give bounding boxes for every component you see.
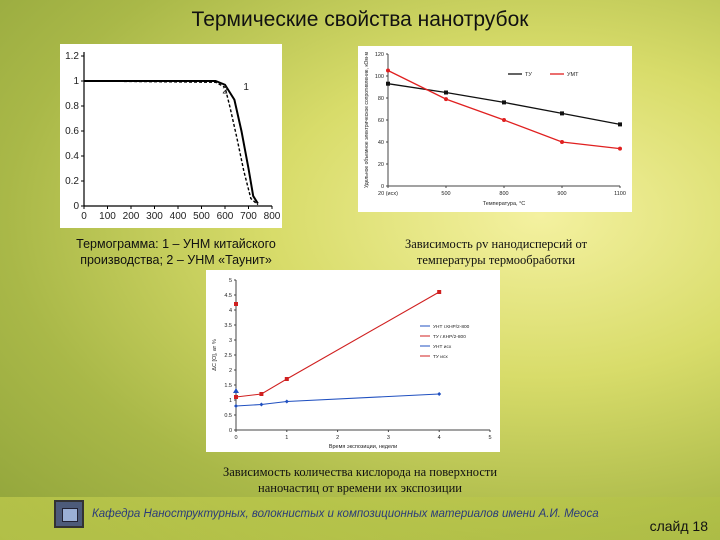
y-tick-label: 4 [229, 308, 232, 314]
y-tick-label: 1 [73, 76, 79, 87]
data-point [444, 97, 448, 102]
x-tick-label: 800 [264, 211, 281, 222]
data-point [386, 68, 390, 73]
data-point [502, 118, 506, 122]
x-tick-label: 1100 [614, 191, 626, 197]
data-point [437, 290, 442, 294]
x-tick-label: 4 [438, 435, 441, 441]
department-logo [54, 500, 84, 528]
thermogram-caption: Термограмма: 1 – УНМ китайского производ… [76, 237, 276, 267]
curve-label-2: 2 [222, 86, 228, 97]
data-point [618, 122, 622, 127]
resistivity-chart: 0 20 40 60 80 100 120 20 (исх) 500 800 900 1100 Темп… [364, 51, 626, 207]
x-tick-label: 1 [285, 435, 288, 441]
legend-label: УНТ исх [433, 344, 452, 350]
thermogram-chart: 0 100 200 300 400 500 600 700 800 0 0.2 0.4 0.6 0.8 1 1… [65, 51, 281, 222]
oxygen-caption: Зависимость количества кислорода на пове… [222, 465, 498, 495]
data-point [560, 140, 564, 144]
y-tick-label: 80 [378, 96, 384, 102]
resistivity-chart-panel: 0 20 40 60 80 100 120 20 (исх) 500 800 900 1100 Темп… [358, 46, 632, 212]
x-tick-label: 400 [170, 211, 187, 222]
x-tick-label: 2 [336, 435, 339, 441]
y-tick-label: 0.8 [65, 101, 79, 112]
data-point [234, 404, 238, 408]
data-point [234, 302, 238, 306]
slide-number: слайд 18 [649, 518, 708, 534]
series-line-2 [83, 80, 259, 206]
x-tick-label: 600 [217, 211, 234, 222]
legend-label: ТУ [525, 72, 532, 78]
x-axis-label: Температура, °С [483, 201, 526, 207]
y-tick-label: 40 [378, 140, 384, 146]
y-tick-label: 4.5 [224, 293, 232, 299]
y-tick-label: 0 [73, 201, 79, 212]
data-point [437, 392, 442, 396]
x-tick-label: 800 [499, 191, 508, 197]
thermogram-chart-panel: 0 100 200 300 400 500 600 700 800 0 0.2 0.4 0.6 0.8 1 1… [60, 44, 282, 228]
slide-title: Термические свойства нанотрубок [191, 8, 529, 31]
y-tick-label: 1.5 [224, 383, 232, 389]
x-tick-label: 0 [81, 211, 87, 222]
x-tick-label: 900 [557, 191, 566, 197]
oxygen-chart-panel: 0 0.5 1 1.5 2 2.5 3 3.5 4 4.5 5 0 1 2 3 4 5 Время экспози… [206, 270, 500, 452]
series-line-УМТ [387, 69, 621, 150]
x-tick-label: 5 [488, 435, 491, 441]
data-point [259, 402, 264, 407]
y-tick-label: 0.6 [65, 126, 79, 137]
y-tick-label: 120 [375, 52, 384, 58]
x-axis-label: Время экспозиции, недели [329, 444, 397, 450]
x-tick-label: 20 (исх) [378, 191, 398, 197]
data-point [284, 377, 289, 381]
y-tick-label: 3.5 [224, 323, 232, 329]
y-tick-label: 20 [378, 162, 384, 168]
x-tick-label: 500 [193, 211, 210, 222]
data-point [284, 399, 289, 404]
series-line-1 [235, 393, 440, 407]
footer-text: Кафедра Наноструктурных, волокнистых и к… [92, 508, 599, 520]
y-axis-label: ΔС [О], ат % [212, 339, 218, 371]
legend-label: УНТ г.КНР/2-800 [433, 324, 470, 330]
x-tick-label: 700 [240, 211, 257, 222]
x-tick-label: 500 [441, 191, 450, 197]
series-line-1 [84, 80, 259, 205]
y-tick-label: 100 [375, 74, 384, 80]
y-tick-label: 3 [229, 338, 232, 344]
legend-label: ТУ г.КНР/2-800 [433, 334, 466, 340]
y-tick-label: 0.4 [65, 151, 79, 162]
y-tick-label: 0 [229, 428, 232, 434]
y-tick-label: 5 [229, 278, 232, 284]
legend-label: ТУ исх [433, 354, 448, 360]
series-line-2 [235, 291, 440, 398]
x-tick-label: 0 [234, 435, 237, 441]
data-point [502, 100, 506, 105]
y-tick-label: 1.2 [65, 51, 79, 62]
resistivity-caption: Зависимость ρv нанодисперсий от температ… [404, 237, 588, 267]
x-tick-label: 3 [387, 435, 390, 441]
y-axis-label: Удельное объемное электрическое сопротив… [364, 51, 370, 188]
y-tick-label: 0 [381, 184, 384, 190]
y-tick-label: 2.5 [224, 353, 232, 359]
data-point [233, 388, 239, 393]
data-point [386, 81, 390, 86]
footer-bar [0, 497, 720, 540]
data-point [618, 146, 622, 151]
y-tick-label: 60 [378, 118, 384, 124]
y-tick-label: 0.2 [65, 176, 79, 187]
oxygen-chart: 0 0.5 1 1.5 2 2.5 3 3.5 4 4.5 5 0 1 2 3 4 5 Время экспози… [212, 278, 492, 450]
y-tick-label: 2 [229, 368, 232, 374]
y-tick-label: 0.5 [224, 413, 232, 419]
y-tick-label: 1 [229, 398, 232, 404]
legend-label: УМТ [567, 72, 579, 78]
curve-label-1: 1 [243, 82, 249, 93]
data-point [560, 111, 564, 116]
data-point [444, 90, 448, 95]
x-tick-label: 300 [146, 211, 163, 222]
x-tick-label: 200 [123, 211, 140, 222]
x-tick-label: 100 [99, 211, 116, 222]
data-point [234, 395, 238, 399]
data-point [259, 392, 264, 396]
